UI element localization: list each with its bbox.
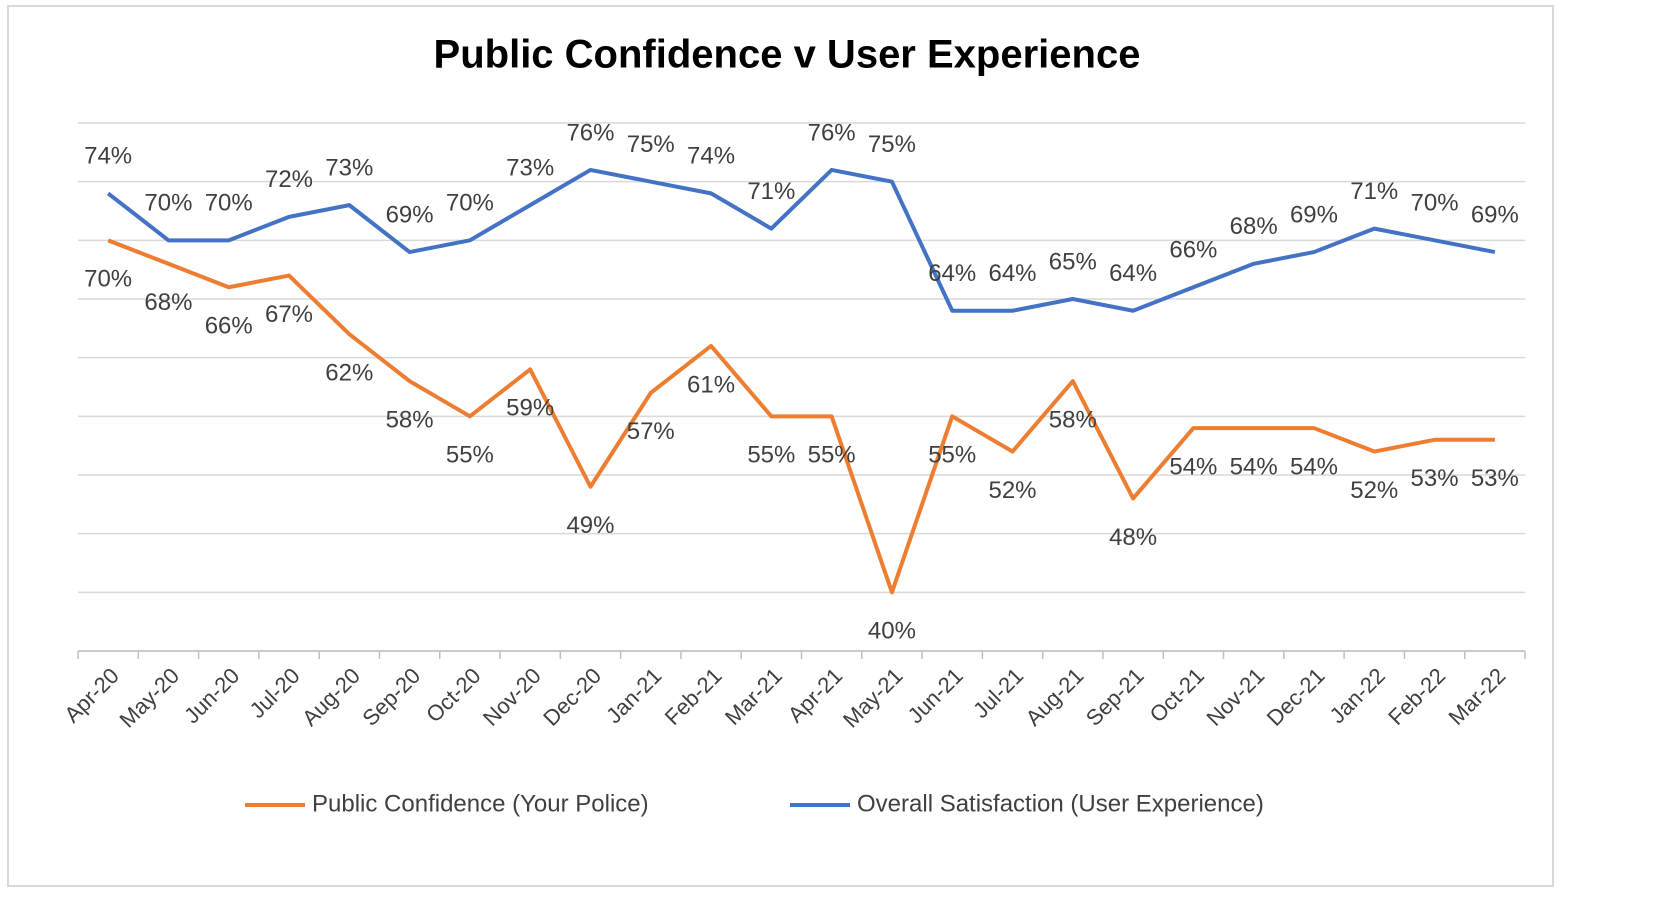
data-label: 71% <box>1350 178 1398 205</box>
data-label: 64% <box>928 260 976 287</box>
data-label: 70% <box>446 190 494 217</box>
data-label: 72% <box>265 166 313 193</box>
data-label: 70% <box>1411 190 1459 217</box>
data-label: 55% <box>446 442 494 469</box>
data-label: 65% <box>1049 248 1097 275</box>
data-label: 53% <box>1411 465 1459 492</box>
data-label: 69% <box>1471 201 1519 228</box>
data-label: 64% <box>1109 260 1157 287</box>
legend-label: Public Confidence (Your Police) <box>312 790 649 817</box>
data-label: 73% <box>506 154 554 181</box>
data-label: 75% <box>627 131 675 158</box>
data-label: 70% <box>84 266 132 293</box>
chart-border <box>7 5 1554 887</box>
data-label: 52% <box>1350 477 1398 504</box>
data-label: 61% <box>687 371 735 398</box>
data-label: 75% <box>868 131 916 158</box>
series-line <box>106 167 1496 313</box>
data-label: 55% <box>747 442 795 469</box>
data-label: 71% <box>747 178 795 205</box>
data-label: 73% <box>325 154 373 181</box>
data-label: 48% <box>1109 524 1157 551</box>
data-label: 52% <box>988 477 1036 504</box>
data-label: 69% <box>386 201 434 228</box>
data-label: 68% <box>1230 213 1278 240</box>
data-label: 69% <box>1290 201 1338 228</box>
data-label: 74% <box>84 143 132 170</box>
data-label: 54% <box>1169 453 1217 480</box>
data-label: 67% <box>265 301 313 328</box>
data-label: 49% <box>566 512 614 539</box>
data-label: 59% <box>506 395 554 422</box>
data-label: 66% <box>1169 237 1217 264</box>
data-label: 58% <box>1049 406 1097 433</box>
data-label: 76% <box>566 119 614 146</box>
data-label: 54% <box>1290 453 1338 480</box>
data-label: 70% <box>144 190 192 217</box>
data-label: 66% <box>205 313 253 340</box>
data-label: 55% <box>808 442 856 469</box>
data-label: 64% <box>988 260 1036 287</box>
chart-title: Public Confidence v User Experience <box>434 33 1141 77</box>
data-label: 58% <box>386 406 434 433</box>
legend-label: Overall Satisfaction (User Experience) <box>857 790 1264 817</box>
data-label: 68% <box>144 289 192 316</box>
data-label: 55% <box>928 442 976 469</box>
data-label: 40% <box>868 618 916 645</box>
data-label: 74% <box>687 143 735 170</box>
data-label: 57% <box>627 418 675 445</box>
data-label: 70% <box>205 190 253 217</box>
series-line <box>107 238 1495 595</box>
data-label: 54% <box>1230 453 1278 480</box>
data-label: 53% <box>1471 465 1519 492</box>
data-label: 76% <box>808 119 856 146</box>
data-label: 62% <box>325 360 373 387</box>
